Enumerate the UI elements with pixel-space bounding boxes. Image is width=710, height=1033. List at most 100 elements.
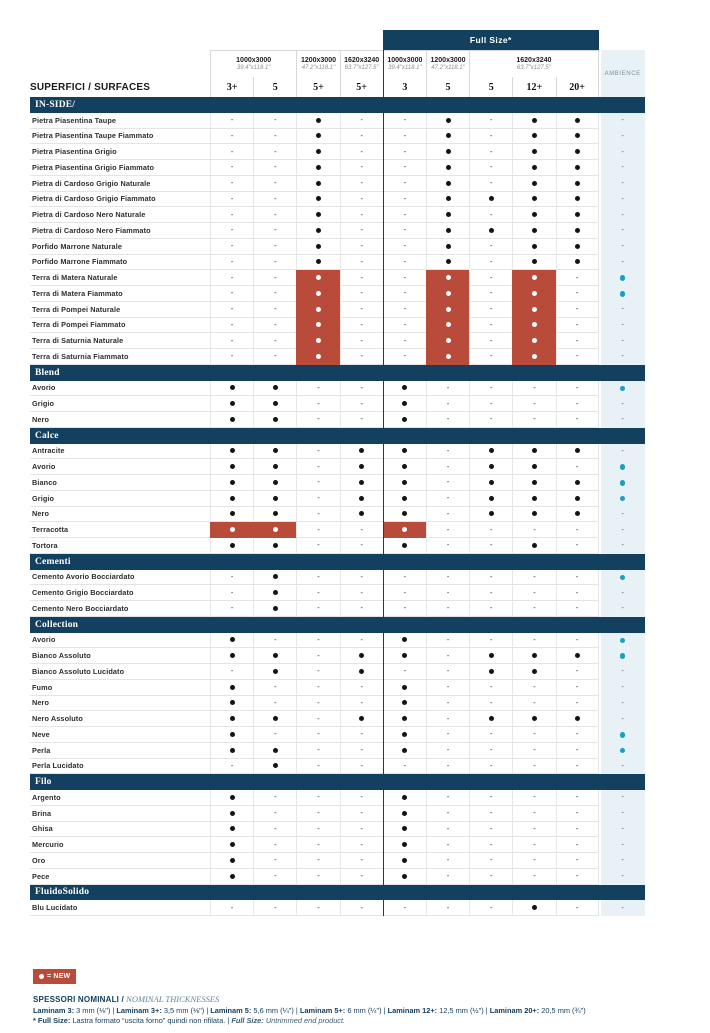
not-available-dash-icon: - (621, 148, 624, 156)
availability-cell: - (253, 175, 297, 192)
product-row: Perla - - - - - - (30, 742, 645, 759)
new-product-dot-icon (445, 353, 451, 359)
availability-cell: - (296, 664, 340, 680)
available-dot-icon (402, 479, 408, 485)
availability-cell: - (555, 790, 599, 806)
product-row: Nero - - - - - - - (30, 412, 645, 428)
not-available-dash-icon: - (446, 445, 450, 455)
availability-cell (296, 286, 340, 302)
availability-cell: - (382, 191, 426, 208)
available-dot-icon (531, 479, 537, 485)
availability-cell: - (253, 286, 297, 302)
available-dot-icon (531, 464, 537, 470)
availability-cell: - (339, 270, 383, 286)
not-available-dash-icon: - (575, 414, 579, 424)
availability-cell (555, 207, 599, 223)
not-available-dash-icon: - (360, 335, 363, 345)
not-available-dash-icon: - (489, 729, 493, 739)
availability-cell (425, 160, 470, 176)
ambience-cell: - (600, 412, 645, 428)
product-name: Terra di Matera Naturale (30, 270, 210, 286)
availability-cell: - (425, 727, 470, 743)
availability-cell: - (296, 601, 340, 617)
not-available-dash-icon: - (489, 634, 493, 644)
available-dot-icon (229, 495, 235, 501)
not-available-dash-icon: - (575, 304, 579, 314)
product-row: Porfido Marrone Naturale - - - - - - (30, 238, 645, 255)
availability-cell: - (469, 853, 513, 869)
not-available-dash-icon: - (446, 729, 450, 739)
availability-cell: - (425, 396, 470, 412)
availability-cell (339, 711, 383, 727)
available-dot-icon (402, 842, 408, 848)
not-available-dash-icon: - (273, 162, 277, 172)
availability-cell: - (512, 679, 556, 696)
available-dot-icon (315, 259, 321, 265)
not-available-dash-icon: - (621, 164, 624, 172)
availability-cell: - (469, 380, 513, 397)
available-dot-icon (445, 259, 451, 265)
availability-cell: - (425, 805, 470, 822)
availability-cell: - (469, 160, 513, 176)
ambience-cell: - (600, 443, 645, 460)
ambience-cell (600, 727, 645, 743)
available-dot-icon (574, 212, 580, 218)
available-dot-icon (359, 668, 365, 674)
availability-cell: - (512, 853, 556, 869)
availability-cell: - (339, 837, 383, 853)
availability-cell: - (339, 821, 383, 838)
availability-cell (210, 396, 254, 412)
availability-cell (555, 238, 599, 255)
available-dot-icon (315, 117, 321, 123)
availability-cell: - (425, 868, 470, 885)
availability-cell (253, 459, 297, 475)
not-available-dash-icon: - (360, 540, 363, 550)
availability-cell: - (339, 333, 383, 349)
not-available-dash-icon: - (621, 526, 624, 534)
not-available-dash-icon: - (575, 540, 579, 550)
new-product-dot-icon (272, 527, 278, 533)
available-dot-icon (574, 716, 580, 722)
not-available-dash-icon: - (360, 241, 363, 251)
not-available-dash-icon: - (403, 146, 407, 156)
availability-cell: - (339, 853, 383, 869)
availability-cell: - (253, 333, 297, 349)
availability-cell (382, 742, 426, 759)
availability-cell (382, 538, 426, 554)
available-dot-icon (272, 495, 278, 501)
new-product-dot-icon (229, 527, 235, 533)
availability-cell: - (425, 632, 470, 649)
available-dot-icon (445, 243, 451, 249)
availability-cell: - (296, 475, 340, 491)
availability-cell: - (210, 601, 254, 617)
availability-cell (512, 333, 556, 349)
not-available-dash-icon: - (489, 178, 493, 188)
availability-cell: - (296, 569, 340, 586)
availability-cell: - (339, 238, 383, 255)
availability-cell: - (555, 349, 599, 365)
not-available-dash-icon: - (317, 634, 320, 644)
not-available-dash-icon: - (621, 353, 624, 361)
available-dot-icon (445, 149, 451, 155)
not-available-dash-icon: - (403, 760, 407, 770)
new-dot-icon (39, 974, 44, 979)
available-dot-icon (402, 826, 408, 832)
table-header: SUPERFICI / SURFACES 1000x3000 39.4"x118.… (30, 50, 645, 97)
availability-cell (253, 742, 297, 759)
product-row: Pietra Piasentina Grigio - - - - - - (30, 144, 645, 160)
not-available-dash-icon: - (533, 414, 536, 424)
available-dot-icon (531, 180, 537, 186)
availability-cell: - (210, 286, 254, 302)
section-header: FluidoSolido (30, 884, 645, 901)
availability-cell: - (253, 837, 297, 853)
available-dot-icon (402, 495, 408, 501)
laminam-thickness-label: Laminam 20+: (489, 1005, 540, 1015)
availability-cell (425, 270, 470, 286)
not-available-dash-icon: - (273, 808, 277, 818)
new-product-dot-icon (315, 275, 321, 281)
availability-cell: - (296, 790, 340, 806)
availability-cell (382, 821, 426, 838)
laminam-thickness-label: Laminam 3: (33, 1005, 75, 1015)
availability-cell (296, 317, 340, 334)
laminam-thickness-label: Laminam 12+: (387, 1005, 438, 1015)
